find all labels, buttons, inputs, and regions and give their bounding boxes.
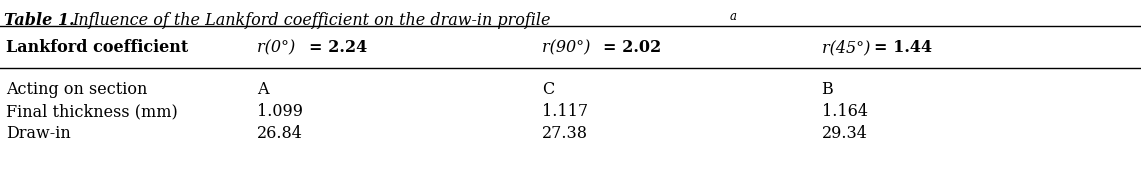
Text: 29.34: 29.34 [822,125,867,142]
Text: r(90°): r(90°) [542,40,596,57]
Text: 26.84: 26.84 [257,125,302,142]
Text: 1.099: 1.099 [257,103,302,120]
Text: Table 1.: Table 1. [5,12,74,29]
Text: C: C [542,81,555,98]
Text: Influence of the Lankford coefficient on the draw-in profile: Influence of the Lankford coefficient on… [72,12,550,29]
Text: Acting on section: Acting on section [6,81,147,98]
Text: r(45°): r(45°) [822,40,875,57]
Text: 1.117: 1.117 [542,103,588,120]
Text: Lankford coefficient: Lankford coefficient [6,40,188,57]
Text: B: B [822,81,833,98]
Text: 1.164: 1.164 [822,103,867,120]
Text: a: a [730,10,737,23]
Text: = 2.24: = 2.24 [309,40,367,57]
Text: r(0°): r(0°) [257,40,300,57]
Text: 27.38: 27.38 [542,125,588,142]
Text: A: A [257,81,268,98]
Text: Final thickness (mm): Final thickness (mm) [6,103,178,120]
Text: Draw-in: Draw-in [6,125,71,142]
Text: = 1.44: = 1.44 [874,40,932,57]
Text: = 2.02: = 2.02 [602,40,662,57]
